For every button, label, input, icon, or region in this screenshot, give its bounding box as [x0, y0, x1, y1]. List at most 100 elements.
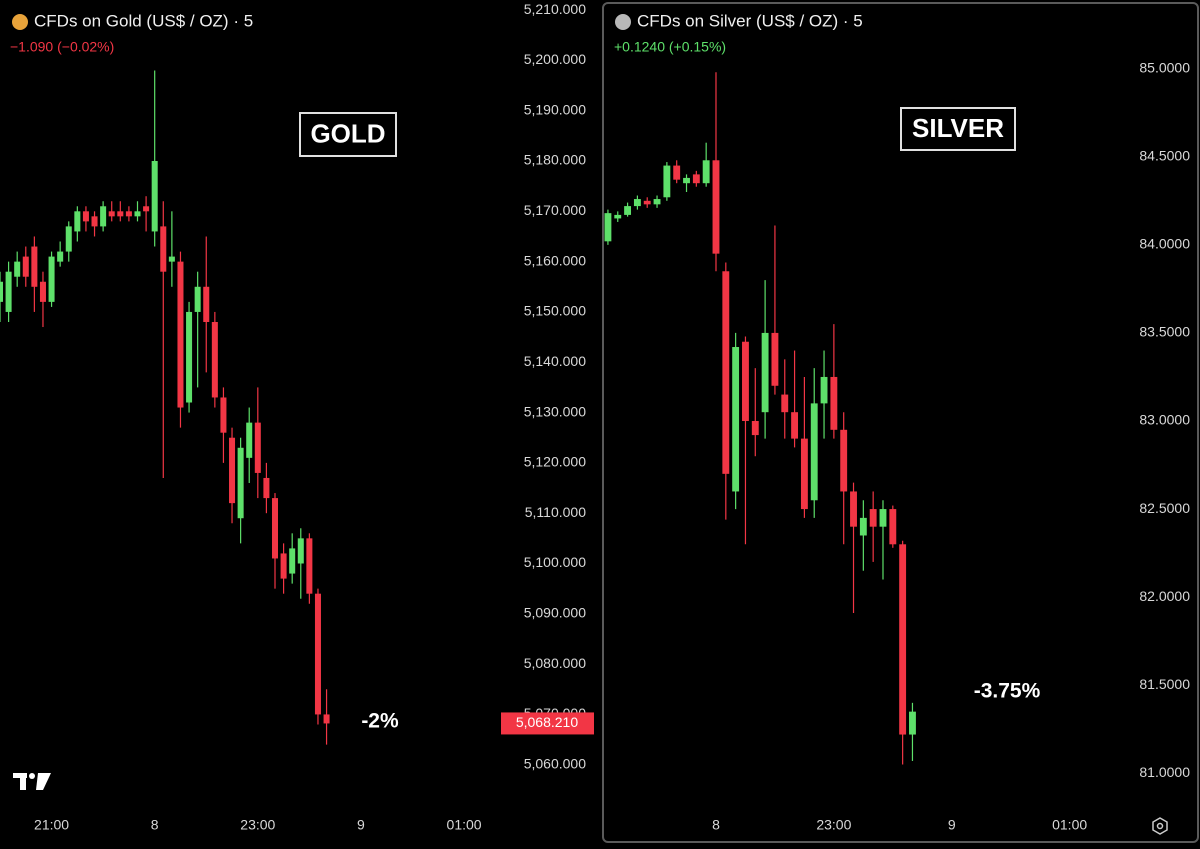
candle-body	[683, 177, 690, 184]
gold-icon	[12, 14, 28, 30]
change: −1.090 (−0.02%)	[10, 39, 114, 55]
x-tick-label: 23:00	[816, 817, 851, 833]
y-tick-label: 84.0000	[1139, 236, 1190, 252]
y-tick-label: 5,160.000	[524, 252, 586, 268]
candle-body	[151, 161, 158, 232]
candle-body	[65, 226, 72, 252]
candle-body	[220, 397, 227, 433]
candle-body	[869, 509, 877, 527]
candle-body	[237, 447, 244, 519]
candle-body	[840, 429, 848, 492]
candle-body	[117, 211, 124, 217]
annotation: -3.75%	[974, 680, 1041, 703]
candle-body	[22, 256, 29, 277]
candle-body	[263, 477, 270, 499]
logo-part	[36, 773, 51, 790]
y-tick-label: 82.5000	[1139, 500, 1190, 516]
candle-body	[742, 341, 749, 421]
candle-body	[246, 422, 253, 458]
candle-body	[39, 281, 46, 302]
candle-body	[771, 332, 779, 386]
candle-body	[160, 226, 167, 272]
candle-body	[194, 286, 201, 312]
panel-border	[602, 2, 1199, 843]
settings-hex[interactable]	[1152, 817, 1168, 835]
candle-body	[643, 200, 651, 205]
boxed-label: GOLD	[310, 118, 385, 148]
candle-body	[732, 347, 740, 492]
candle-body	[143, 206, 150, 212]
candle-body	[781, 394, 789, 413]
y-tick-label: 83.0000	[1139, 412, 1190, 428]
candle-body	[186, 311, 193, 403]
candle-body	[254, 422, 261, 473]
candle-body	[82, 211, 89, 222]
candle-body	[280, 553, 287, 579]
candle-body	[673, 165, 681, 180]
y-tick-label: 5,200.000	[524, 51, 586, 67]
x-tick-label: 01:00	[1052, 817, 1087, 833]
candle-body	[722, 271, 730, 474]
x-tick-label: 9	[357, 817, 365, 833]
candle-body	[791, 412, 799, 439]
candle-body	[751, 420, 759, 436]
y-tick-label: 82.0000	[1139, 588, 1190, 604]
y-tick-label: 83.5000	[1139, 324, 1190, 340]
logo-part	[29, 773, 35, 779]
y-tick-label: 5,150.000	[524, 303, 586, 319]
label-box	[299, 112, 397, 157]
candle-body	[810, 403, 818, 501]
settings-dot[interactable]	[1156, 822, 1164, 830]
candle-body	[323, 714, 330, 724]
candle-body	[74, 211, 81, 232]
candle-body	[830, 376, 838, 430]
label-box	[900, 107, 1016, 151]
logo-part	[20, 773, 26, 790]
candle-body	[14, 261, 21, 277]
candle-body	[899, 544, 907, 735]
candle-body	[271, 498, 279, 559]
candle-body	[48, 256, 55, 302]
y-tick-label: 5,060.000	[524, 755, 586, 771]
title: CFDs on Gold (US$ / OZ) · 5	[34, 11, 253, 30]
candle-body	[653, 199, 661, 205]
candle-body	[177, 261, 184, 408]
y-tick-label: 84.5000	[1139, 147, 1190, 163]
x-tick-label: 9	[948, 817, 956, 833]
y-tick-label: 81.0000	[1139, 764, 1190, 780]
x-tick-label: 8	[712, 817, 720, 833]
candle-body	[879, 509, 887, 527]
tv-logo	[13, 773, 51, 790]
price-label: 5,068.210	[516, 714, 578, 730]
price-label-bg	[501, 712, 594, 735]
candle-body	[57, 251, 64, 262]
x-tick-label: 21:00	[34, 817, 69, 833]
candle-body	[692, 174, 700, 184]
candle-body	[125, 211, 132, 217]
candle-body	[314, 593, 321, 715]
candle-body	[229, 437, 236, 504]
y-tick-label: 5,080.000	[524, 655, 586, 671]
candle-body	[5, 271, 12, 312]
y-tick-label: 85.0000	[1139, 59, 1190, 75]
candle-body	[702, 160, 710, 184]
candle-body	[633, 199, 641, 207]
candle-body	[604, 213, 612, 242]
candle-body	[168, 256, 175, 262]
x-tick-label: 23:00	[240, 817, 275, 833]
candle-body	[0, 281, 4, 302]
settings-icon[interactable]	[1152, 817, 1168, 835]
x-tick-label: 01:00	[447, 817, 482, 833]
boxed-label: SILVER	[912, 113, 1004, 143]
y-tick-label: 5,100.000	[524, 554, 586, 570]
candle-body	[712, 160, 720, 254]
y-tick-label: 5,120.000	[524, 454, 586, 470]
candle-body	[859, 517, 867, 536]
candle-body	[100, 206, 107, 227]
title: CFDs on Silver (US$ / OZ) · 5	[637, 11, 863, 30]
y-tick-label: 5,190.000	[524, 101, 586, 117]
candle-body	[108, 211, 115, 217]
candle-body	[614, 214, 622, 219]
